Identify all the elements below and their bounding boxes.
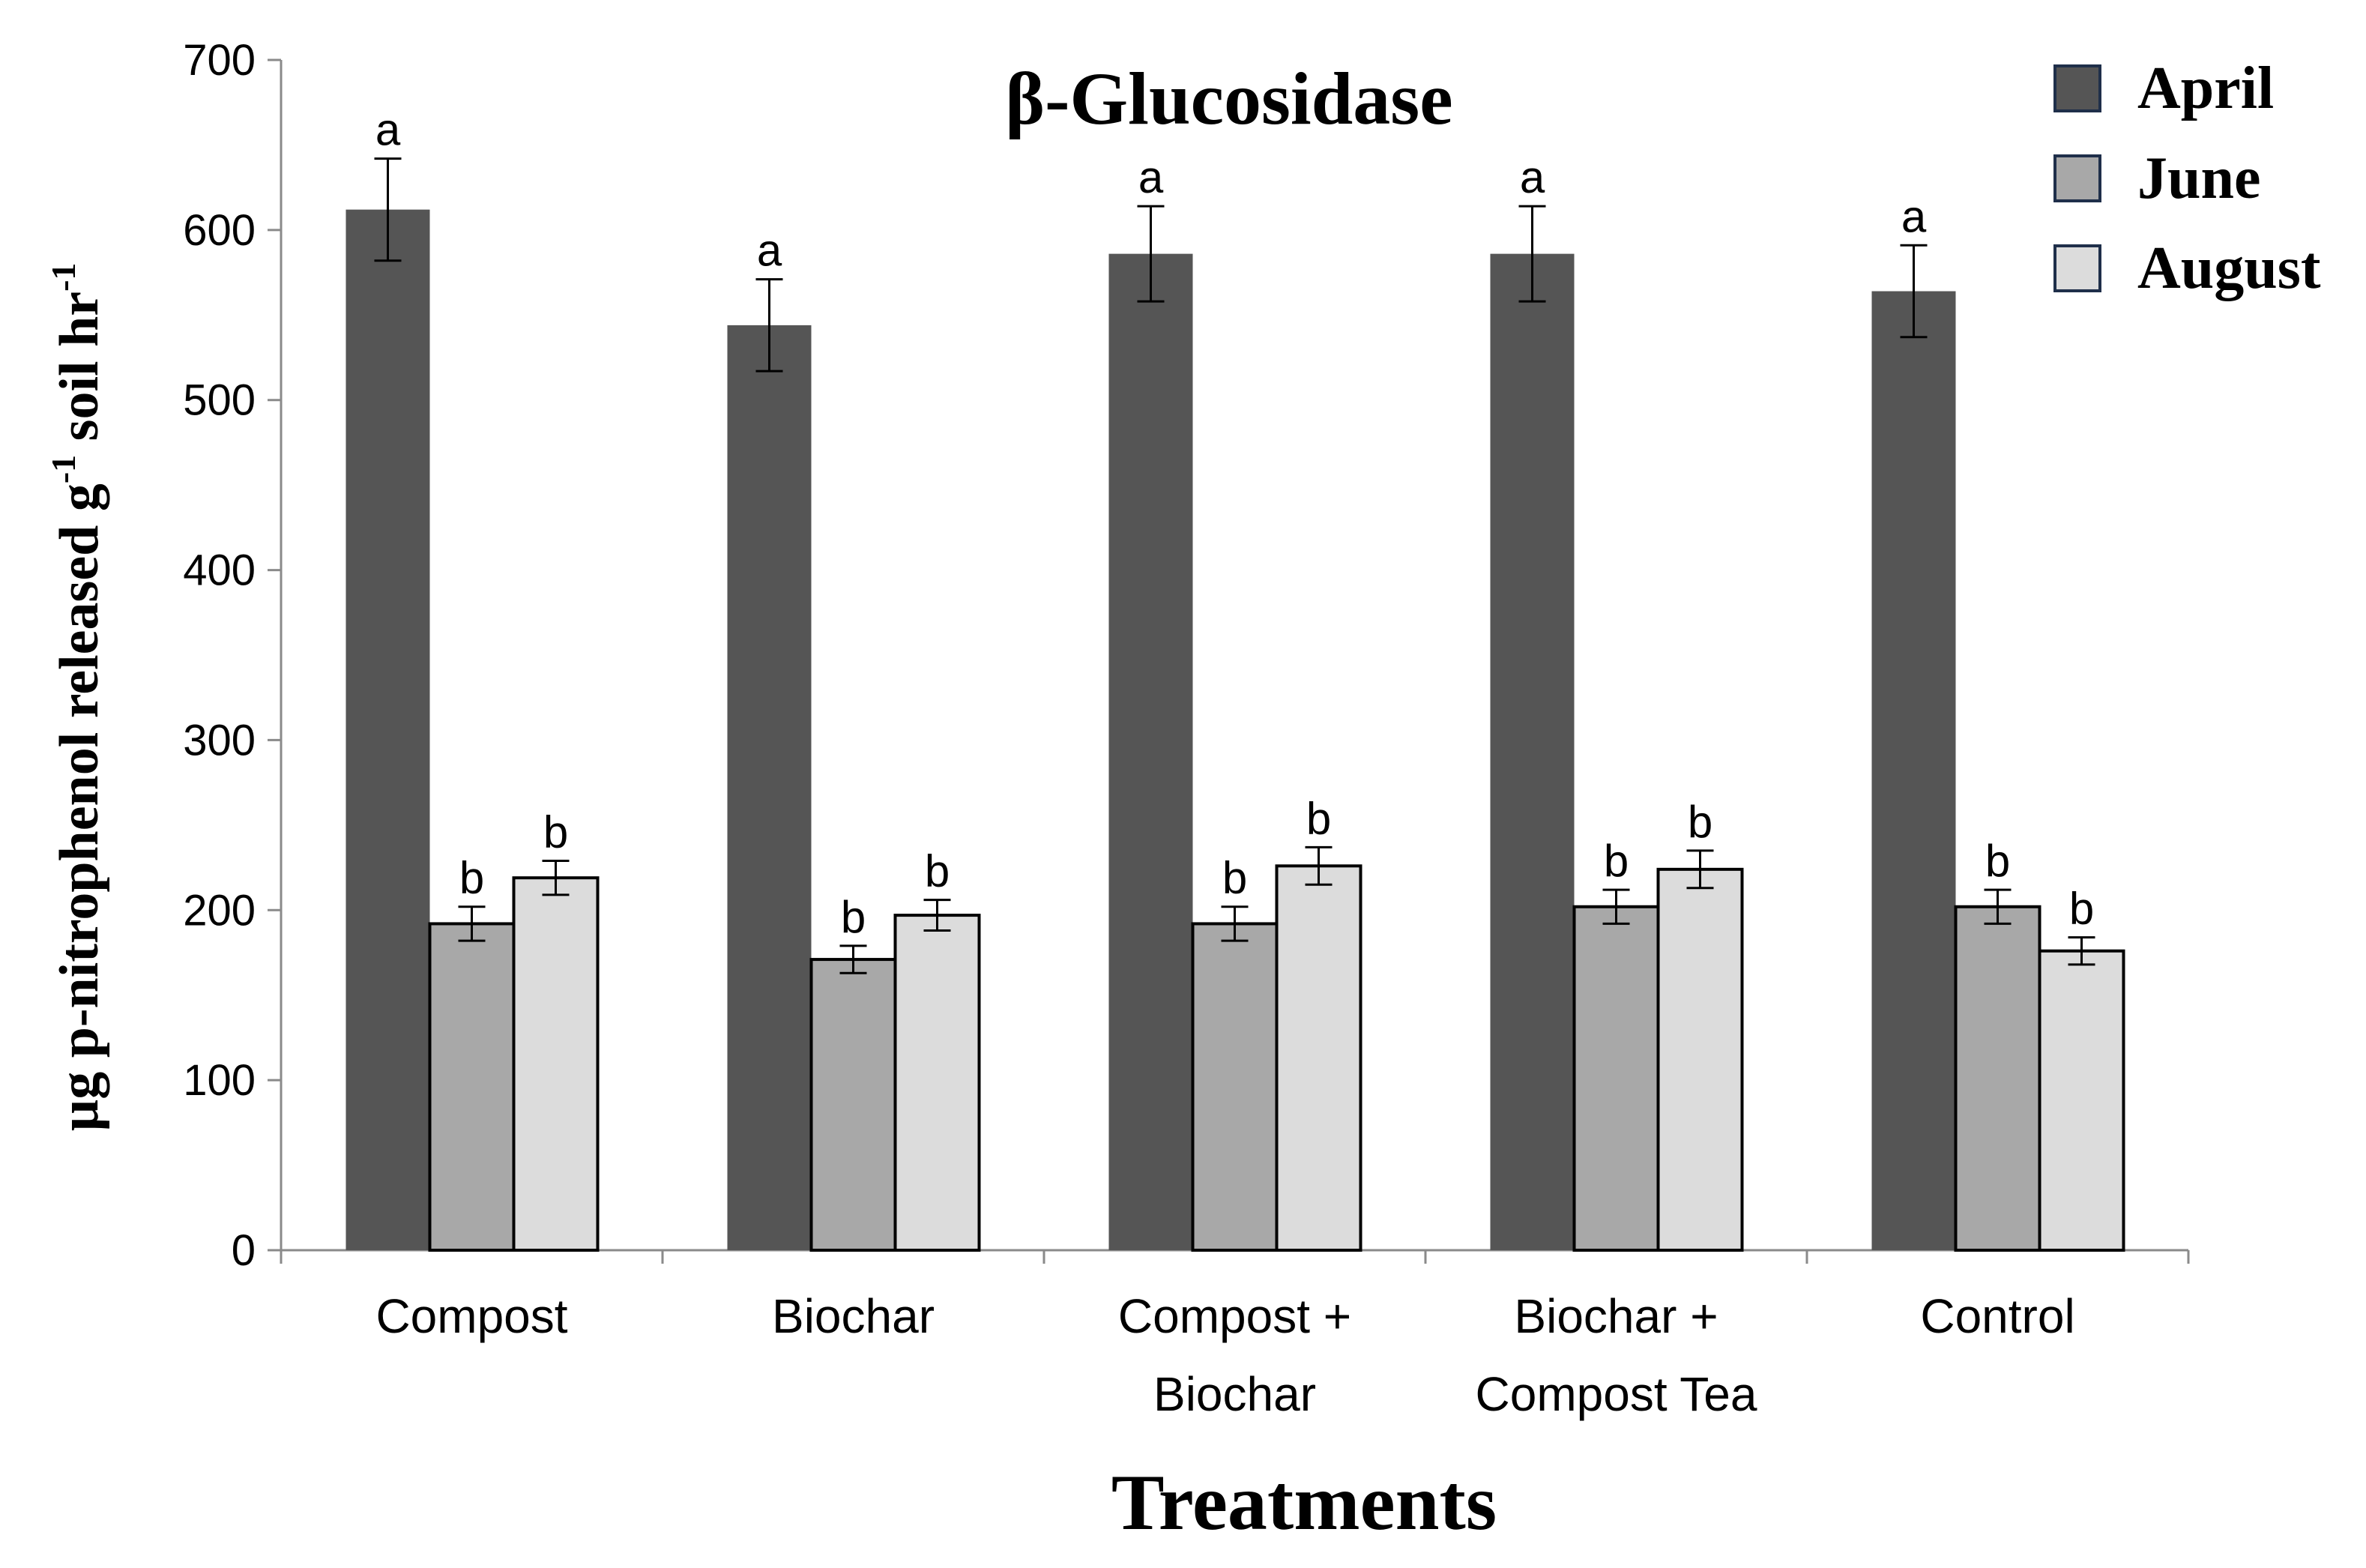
significance-letter: a: [757, 226, 782, 276]
legend-swatch-august: [2053, 244, 2101, 292]
bar-august: [893, 914, 981, 1252]
bar-april: [1490, 253, 1575, 1250]
significance-letter: b: [459, 853, 484, 903]
y-axis-label-sup-1: -1: [44, 455, 82, 483]
bar-august: [512, 876, 600, 1252]
significance-letter: b: [1306, 793, 1331, 843]
x-tick-label-line: Biochar: [1153, 1367, 1316, 1421]
bar-april: [1871, 291, 1956, 1250]
bars: a b b a b b a b b a b b a b b: [345, 105, 2125, 1252]
legend-label-april: April: [2137, 55, 2274, 121]
y-tick-label: 500: [183, 376, 256, 425]
x-tick-label-line: Biochar: [772, 1289, 935, 1343]
significance-letter: a: [1901, 191, 1927, 241]
legend-swatch-april: [2053, 64, 2101, 112]
y-axis-label-mid: soil hr: [49, 292, 110, 455]
bar-june: [1191, 922, 1279, 1252]
bar-june: [1954, 905, 2041, 1252]
x-tick-label: Control: [1920, 1289, 2074, 1343]
significance-letter: a: [1138, 152, 1164, 202]
bar-april: [1108, 253, 1193, 1250]
y-axis-label: µg p-nitrophenol released g-1 soil hr-1: [44, 263, 110, 1132]
x-axis-label: Treatments: [1111, 1459, 1497, 1546]
bar-june: [428, 922, 516, 1252]
x-tick-label-line: Control: [1920, 1289, 2074, 1343]
y-tick-label: 600: [183, 206, 256, 255]
y-tick-label: 700: [183, 36, 256, 85]
x-tick-label-line: Compost: [375, 1289, 567, 1343]
significance-letter: b: [1222, 853, 1247, 903]
significance-letter: b: [841, 892, 866, 942]
x-tick-label-line: Biochar +: [1514, 1289, 1718, 1343]
x-tick-label: Compost + Biochar: [1118, 1289, 1351, 1421]
significance-letter: b: [1688, 797, 1712, 847]
bar-april: [727, 325, 812, 1250]
significance-letter: b: [1604, 836, 1629, 886]
x-tick-label: Biochar: [772, 1289, 935, 1343]
x-tick-label-line: Compost Tea: [1476, 1367, 1757, 1421]
legend: April June August: [2053, 55, 2321, 301]
chart-title: β-Glucosidase: [1005, 57, 1452, 140]
x-tick-label: Compost: [375, 1289, 567, 1343]
bar-june: [1572, 905, 1660, 1252]
bar-august: [1275, 864, 1362, 1252]
x-tick-label: Biochar + Compost Tea: [1476, 1289, 1757, 1421]
y-axis-label-main: µg p-nitrophenol released g: [49, 483, 110, 1131]
bar-august: [1656, 867, 1744, 1252]
significance-letter: b: [1985, 836, 2010, 886]
bar-june: [809, 958, 897, 1252]
significance-letter: b: [543, 806, 568, 857]
x-tick-label-line: Compost +: [1118, 1289, 1351, 1343]
y-axis-label-sup-2: -1: [44, 263, 82, 292]
y-tick-label: 200: [183, 886, 256, 935]
significance-letter: b: [925, 846, 950, 896]
y-tick-label: 300: [183, 716, 256, 765]
y-tick-label: 100: [183, 1056, 256, 1105]
legend-label-august: August: [2137, 235, 2321, 301]
significance-letter: a: [1520, 152, 1545, 202]
bar-april: [345, 209, 430, 1250]
significance-letter: b: [2069, 884, 2094, 934]
legend-label-june: June: [2137, 145, 2261, 211]
significance-letter: a: [375, 105, 401, 155]
bar-august: [2038, 949, 2125, 1252]
y-tick-label: 0: [232, 1226, 256, 1275]
y-tick-label: 400: [183, 546, 256, 595]
legend-swatch-june: [2053, 154, 2101, 202]
